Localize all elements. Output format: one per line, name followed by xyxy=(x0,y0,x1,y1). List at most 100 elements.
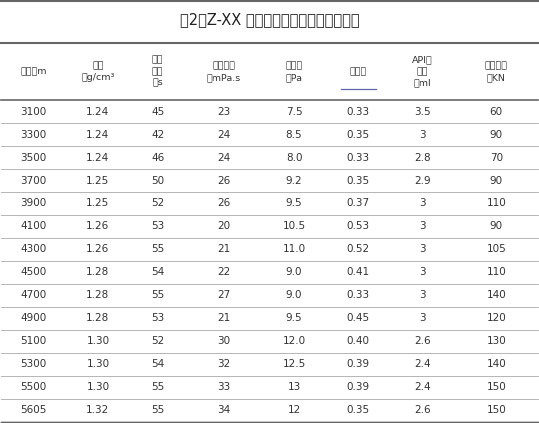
Text: 21: 21 xyxy=(217,313,230,323)
Text: 55: 55 xyxy=(151,290,164,300)
Text: 9.2: 9.2 xyxy=(286,176,302,186)
Text: 90: 90 xyxy=(490,176,503,186)
Text: 3.5: 3.5 xyxy=(414,107,431,117)
Text: 3: 3 xyxy=(419,221,426,231)
Text: 55: 55 xyxy=(151,405,164,415)
Text: 5300: 5300 xyxy=(20,359,47,369)
Text: 1.30: 1.30 xyxy=(86,359,109,369)
Text: 9.5: 9.5 xyxy=(286,198,302,209)
Text: 3700: 3700 xyxy=(20,176,47,186)
Text: 3900: 3900 xyxy=(20,198,47,209)
Text: 54: 54 xyxy=(151,267,164,277)
Text: 9.0: 9.0 xyxy=(286,267,302,277)
Text: 5100: 5100 xyxy=(20,336,47,346)
Text: 26: 26 xyxy=(217,176,230,186)
Text: 33: 33 xyxy=(217,382,230,392)
Text: 0.41: 0.41 xyxy=(347,267,370,277)
Text: 井深，m: 井深，m xyxy=(20,67,47,76)
Text: 4100: 4100 xyxy=(20,221,47,231)
Text: 42: 42 xyxy=(151,129,164,140)
Text: 5500: 5500 xyxy=(20,382,47,392)
Text: 0.33: 0.33 xyxy=(347,107,370,117)
Text: 1.25: 1.25 xyxy=(86,198,109,209)
Text: 1.30: 1.30 xyxy=(86,336,109,346)
Text: 1.30: 1.30 xyxy=(86,382,109,392)
Text: 1.26: 1.26 xyxy=(86,221,109,231)
Text: 2.4: 2.4 xyxy=(414,382,431,392)
Text: 1.25: 1.25 xyxy=(86,176,109,186)
Text: 0.52: 0.52 xyxy=(347,244,370,254)
Text: 0.35: 0.35 xyxy=(347,129,370,140)
Text: 120: 120 xyxy=(486,313,506,323)
Text: 3: 3 xyxy=(419,267,426,277)
Text: 21: 21 xyxy=(217,244,230,254)
Text: 12.5: 12.5 xyxy=(282,359,306,369)
Text: 110: 110 xyxy=(486,267,506,277)
Text: 4500: 4500 xyxy=(20,267,47,277)
Text: 0.45: 0.45 xyxy=(347,313,370,323)
Text: 2.6: 2.6 xyxy=(414,336,431,346)
Text: 11.0: 11.0 xyxy=(282,244,306,254)
Text: 4700: 4700 xyxy=(20,290,47,300)
Text: 3300: 3300 xyxy=(20,129,47,140)
Text: 55: 55 xyxy=(151,244,164,254)
Text: 70: 70 xyxy=(490,153,503,162)
Text: 动塑比: 动塑比 xyxy=(350,67,367,76)
Text: 8.5: 8.5 xyxy=(286,129,302,140)
Text: 45: 45 xyxy=(151,107,164,117)
Text: 60: 60 xyxy=(490,107,503,117)
Text: 24: 24 xyxy=(217,129,230,140)
Text: 9.5: 9.5 xyxy=(286,313,302,323)
Text: 46: 46 xyxy=(151,153,164,162)
Text: 10.5: 10.5 xyxy=(282,221,306,231)
Text: 22: 22 xyxy=(217,267,230,277)
Text: 1.24: 1.24 xyxy=(86,129,109,140)
Text: 0.40: 0.40 xyxy=(347,336,370,346)
Text: 3500: 3500 xyxy=(20,153,47,162)
Text: 54: 54 xyxy=(151,359,164,369)
Text: 0.35: 0.35 xyxy=(347,176,370,186)
Text: 1.32: 1.32 xyxy=(86,405,109,415)
Text: 2.4: 2.4 xyxy=(414,359,431,369)
Text: 3: 3 xyxy=(419,290,426,300)
Text: 2.8: 2.8 xyxy=(414,153,431,162)
Text: 53: 53 xyxy=(151,221,164,231)
Text: 1.28: 1.28 xyxy=(86,290,109,300)
Text: 0.35: 0.35 xyxy=(347,405,370,415)
Text: 53: 53 xyxy=(151,313,164,323)
Text: 3: 3 xyxy=(419,244,426,254)
Text: 130: 130 xyxy=(486,336,506,346)
Text: 52: 52 xyxy=(151,336,164,346)
Text: 7.5: 7.5 xyxy=(286,107,302,117)
Text: 塑性粘度
，mPa.s: 塑性粘度 ，mPa.s xyxy=(206,62,240,82)
Text: 漏斗
粘度
，s: 漏斗 粘度 ，s xyxy=(152,56,163,88)
Text: 2.6: 2.6 xyxy=(414,405,431,415)
Text: 0.33: 0.33 xyxy=(347,290,370,300)
Text: 0.39: 0.39 xyxy=(347,359,370,369)
Text: 150: 150 xyxy=(486,382,506,392)
Text: 0.33: 0.33 xyxy=(347,153,370,162)
Text: 12: 12 xyxy=(287,405,301,415)
Text: 55: 55 xyxy=(151,382,164,392)
Text: 9.0: 9.0 xyxy=(286,290,302,300)
Text: 8.0: 8.0 xyxy=(286,153,302,162)
Text: 0.53: 0.53 xyxy=(347,221,370,231)
Text: 动切力
，Pa: 动切力 ，Pa xyxy=(285,62,302,82)
Text: 3: 3 xyxy=(419,198,426,209)
Text: 0.39: 0.39 xyxy=(347,382,370,392)
Text: 4300: 4300 xyxy=(20,244,47,254)
Text: 23: 23 xyxy=(217,107,230,117)
Text: 90: 90 xyxy=(490,221,503,231)
Text: 30: 30 xyxy=(217,336,230,346)
Text: 1.26: 1.26 xyxy=(86,244,109,254)
Text: 0.37: 0.37 xyxy=(347,198,370,209)
Text: 50: 50 xyxy=(151,176,164,186)
Text: 5605: 5605 xyxy=(20,405,47,415)
Text: 26: 26 xyxy=(217,198,230,209)
Text: 1.28: 1.28 xyxy=(86,267,109,277)
Text: 27: 27 xyxy=(217,290,230,300)
Text: 密度
，g/cm³: 密度 ，g/cm³ xyxy=(81,62,115,82)
Text: 90: 90 xyxy=(490,129,503,140)
Text: 3: 3 xyxy=(419,313,426,323)
Text: 32: 32 xyxy=(217,359,230,369)
